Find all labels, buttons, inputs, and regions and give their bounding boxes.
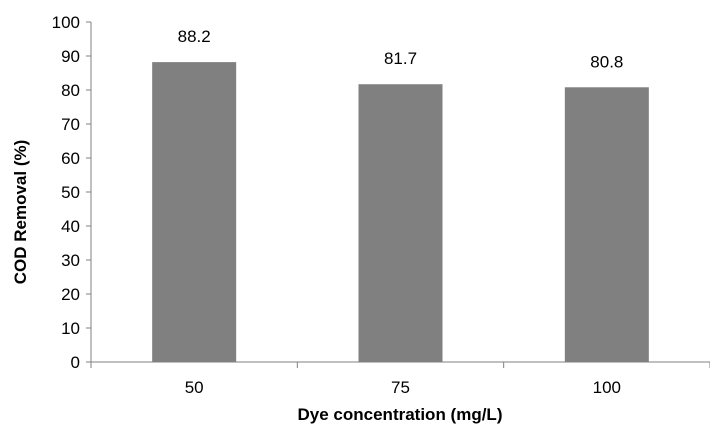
y-tick-label: 80: [61, 81, 80, 100]
x-axis-title: Dye concentration (mg/L): [298, 405, 503, 424]
y-tick-label: 90: [61, 47, 80, 66]
data-label-100: 80.8: [590, 52, 623, 71]
y-tick-label: 30: [61, 251, 80, 270]
y-axis-ticks: 0 10 20 30 40 50 60 70 80 90 100: [52, 13, 91, 372]
y-tick-label: 100: [52, 13, 80, 32]
data-label-50: 88.2: [178, 27, 211, 46]
y-tick-label: 70: [61, 115, 80, 134]
y-tick-label: 0: [71, 353, 80, 372]
bars: 88.2 81.7 80.8: [152, 27, 649, 363]
y-axis-title: COD Removal (%): [11, 140, 30, 285]
data-label-75: 81.7: [384, 49, 417, 68]
bar-100: [564, 87, 649, 362]
bar-75: [358, 84, 443, 362]
x-axis-ticks: 50 75 100: [90, 362, 710, 397]
y-tick-label: 20: [61, 285, 80, 304]
y-tick-label: 60: [61, 149, 80, 168]
y-tick-label: 40: [61, 217, 80, 236]
bar-50: [152, 62, 237, 363]
x-tick-label: 75: [391, 378, 410, 397]
x-tick-label: 100: [593, 378, 621, 397]
y-tick-label: 50: [61, 183, 80, 202]
x-tick-label: 50: [185, 378, 204, 397]
y-tick-label: 10: [61, 319, 80, 338]
